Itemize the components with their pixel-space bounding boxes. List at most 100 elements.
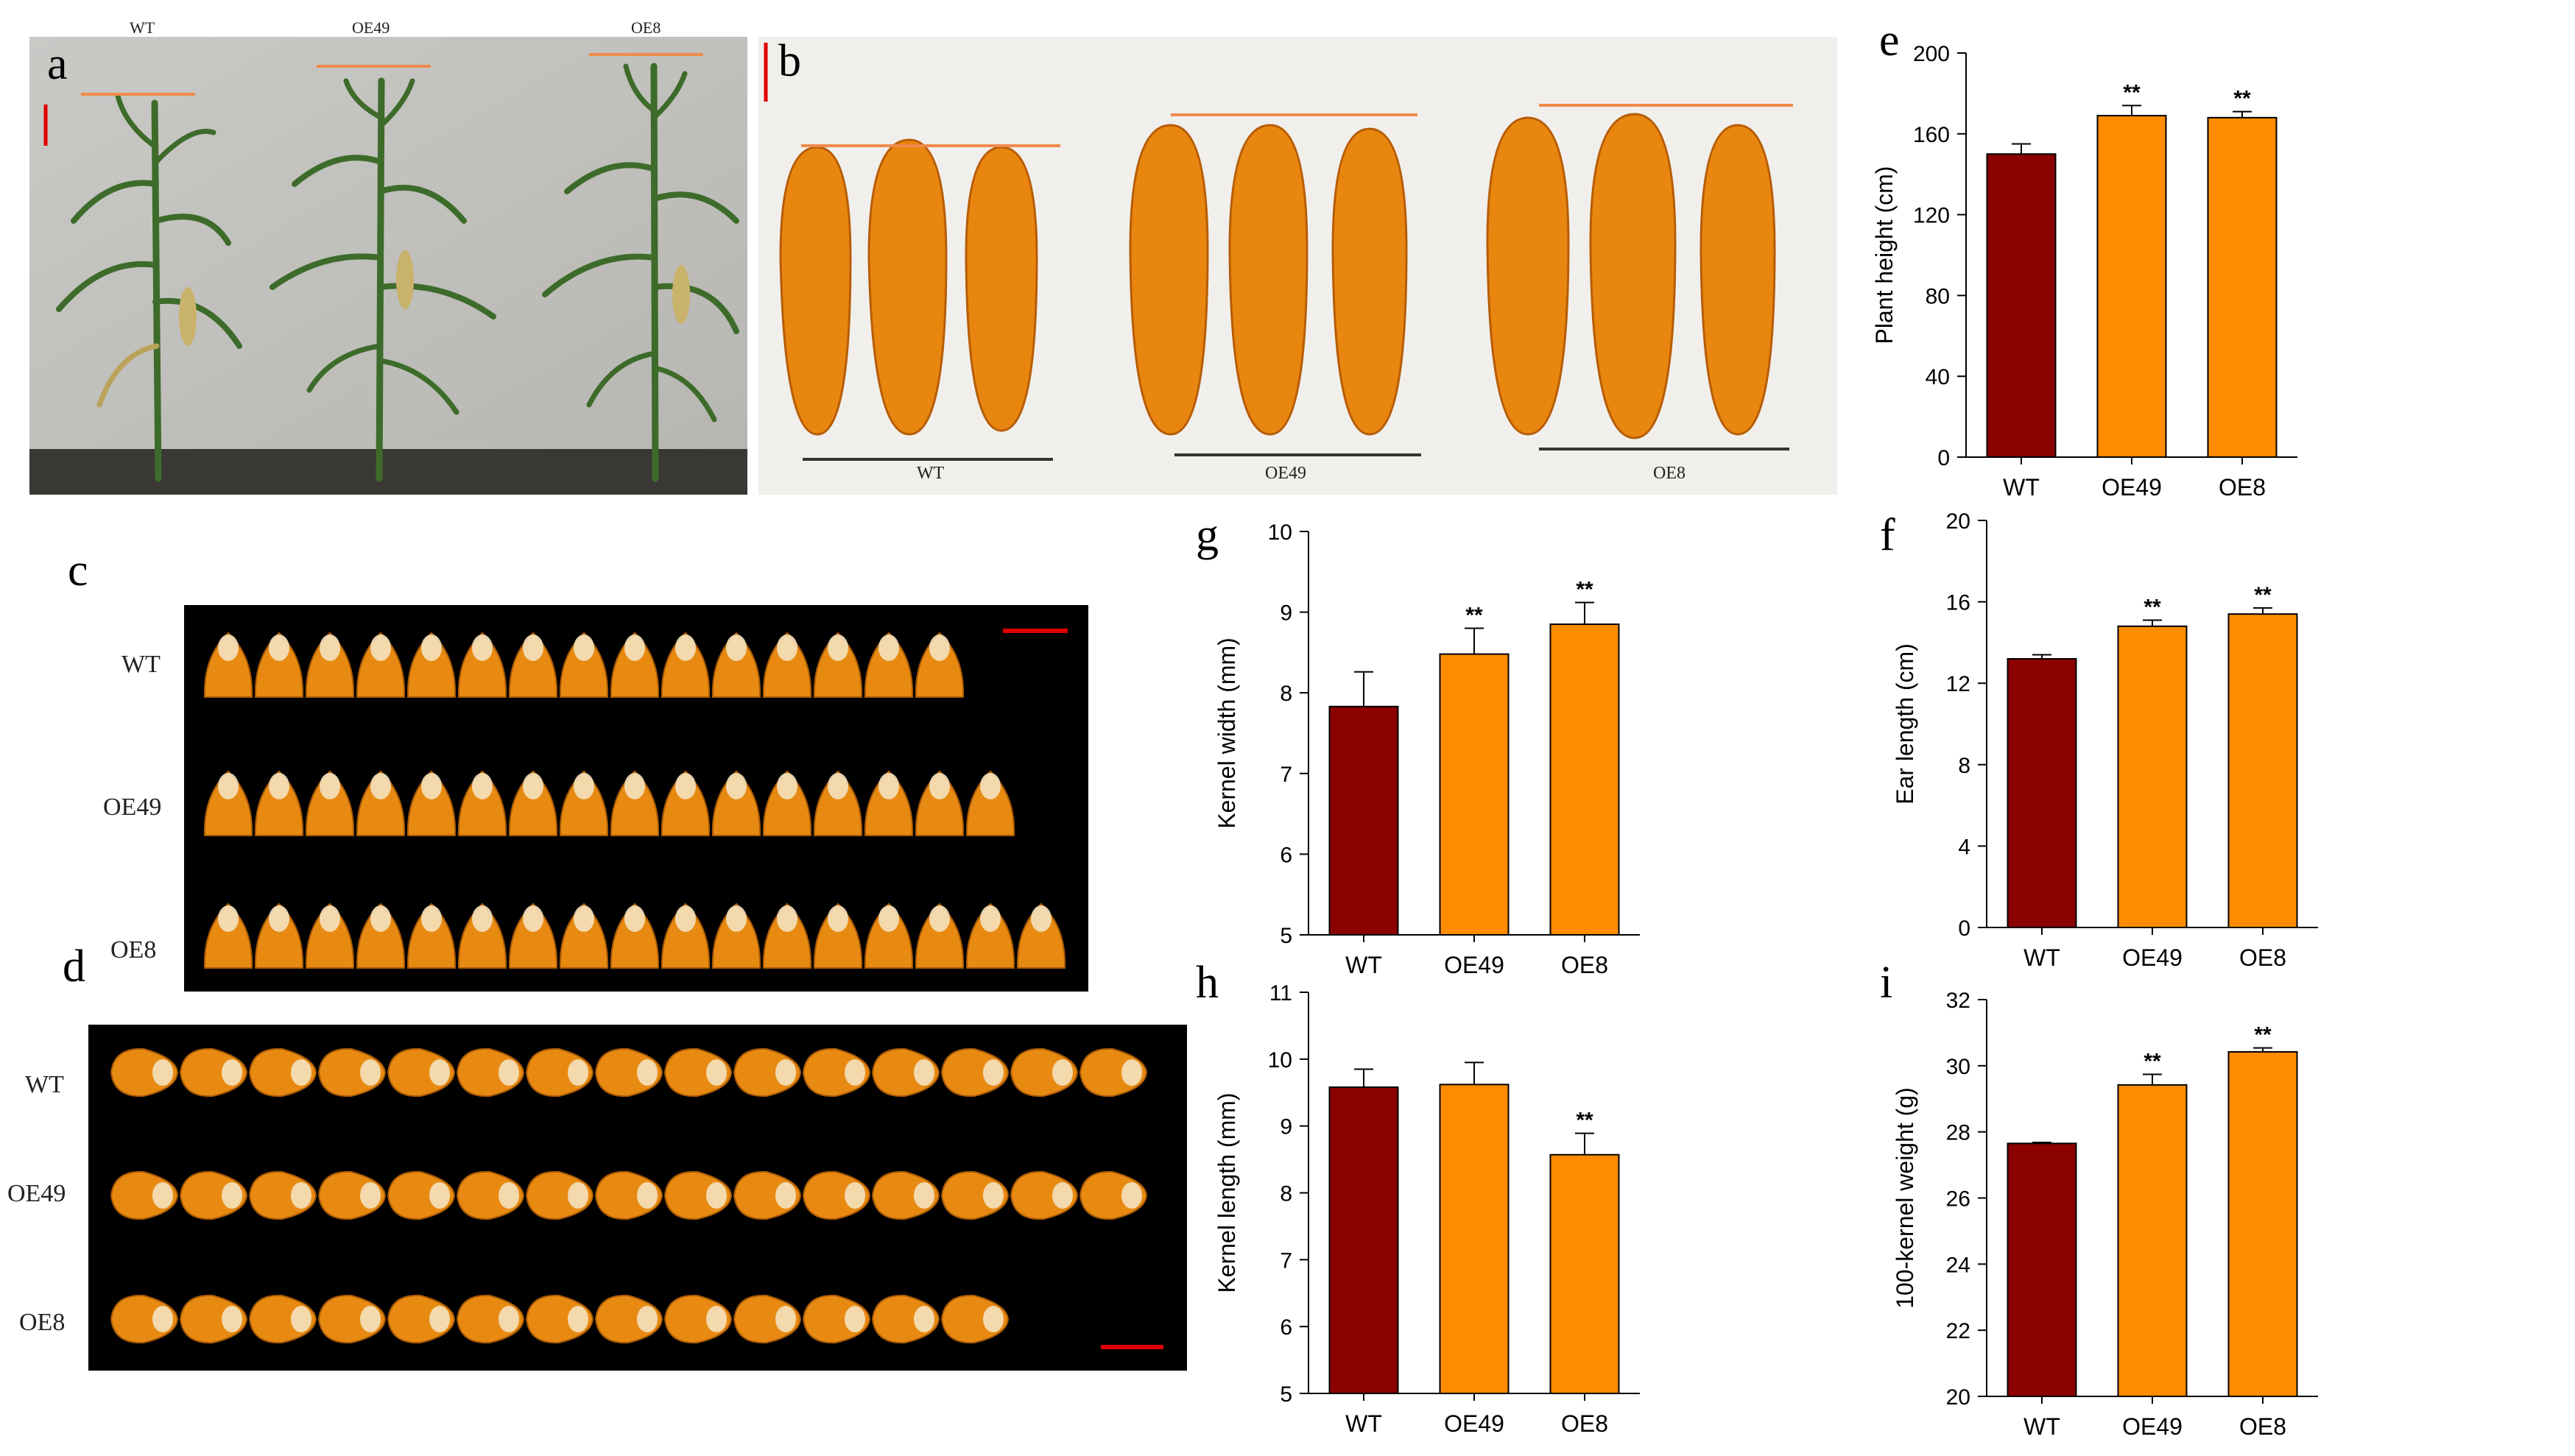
kernel-germ bbox=[675, 635, 696, 661]
kernel bbox=[762, 770, 812, 836]
kernel-germ bbox=[523, 635, 543, 661]
kernel-germ bbox=[983, 1306, 1004, 1332]
kernel bbox=[711, 632, 761, 698]
kernel bbox=[254, 770, 304, 836]
panel-letter-b: b bbox=[778, 36, 801, 86]
kernel bbox=[762, 902, 812, 969]
bar-oe49 bbox=[1439, 653, 1510, 936]
y-tick-label: 22 bbox=[1946, 1319, 1970, 1343]
kernel bbox=[254, 632, 304, 698]
kernel bbox=[356, 902, 406, 969]
kernels-side-photo bbox=[88, 1025, 1187, 1371]
x-tick-label: OE49 bbox=[2122, 1413, 2183, 1440]
kernel-germ bbox=[726, 635, 747, 661]
kernel-germ bbox=[828, 635, 848, 661]
plant-oe8 bbox=[542, 63, 739, 482]
y-axis-label: Kernel length (mm) bbox=[1213, 1092, 1240, 1293]
kernel-germ bbox=[675, 905, 696, 932]
kernel-germ bbox=[421, 905, 442, 932]
kernel bbox=[813, 902, 863, 969]
x-tick-label: OE8 bbox=[2239, 944, 2286, 971]
panel-letter-g: g bbox=[1196, 510, 1219, 560]
kernel bbox=[610, 632, 660, 698]
significance-mark: ** bbox=[2254, 583, 2272, 607]
kernel bbox=[813, 632, 863, 698]
significance-mark: ** bbox=[2144, 595, 2161, 619]
ears-oe49 bbox=[1129, 124, 1408, 436]
kernel bbox=[508, 770, 558, 836]
kernel-germ bbox=[152, 1059, 173, 1086]
kernel-germ bbox=[523, 905, 543, 932]
kernel-germ bbox=[624, 905, 645, 932]
y-tick-label: 30 bbox=[1946, 1055, 1970, 1079]
y-tick-label: 24 bbox=[1946, 1253, 1970, 1277]
kernel-germ bbox=[429, 1306, 450, 1332]
kernel bbox=[254, 902, 304, 969]
chart-g-plot: 5 6 7 8 9 10 Kernel width (mm) WT ** OE49 ** OE8 bbox=[1213, 520, 1640, 978]
kernel-germ bbox=[472, 773, 493, 799]
plant-label-wt: WT bbox=[130, 18, 155, 37]
kernel-germ bbox=[574, 773, 594, 799]
bar-oe49 bbox=[2096, 115, 2167, 458]
kernel-row-label-oe8: OE8 bbox=[110, 936, 157, 964]
side-row-label-oe8: OE8 bbox=[19, 1309, 66, 1336]
kernel-germ bbox=[777, 635, 797, 661]
kernel bbox=[508, 902, 558, 969]
x-tick-label: OE49 bbox=[2122, 944, 2183, 971]
kernel bbox=[203, 770, 253, 836]
kernel-germ bbox=[360, 1182, 381, 1209]
kernel bbox=[864, 632, 914, 698]
panel-letter-e: e bbox=[1879, 15, 1900, 66]
kernel-germ bbox=[845, 1182, 865, 1209]
kernel-germ bbox=[1052, 1182, 1073, 1209]
bar-wt bbox=[2007, 658, 2077, 929]
x-tick-label: OE8 bbox=[2239, 1413, 2286, 1440]
x-tick-label: WT bbox=[1345, 952, 1382, 978]
kernel-germ bbox=[1052, 1059, 1073, 1086]
kernel-row-label-wt: WT bbox=[121, 651, 161, 678]
kernel bbox=[915, 632, 965, 698]
kernel-germ bbox=[269, 905, 289, 932]
kernel-germ bbox=[777, 773, 797, 799]
y-tick-label: 5 bbox=[1280, 1382, 1292, 1407]
kernel-germ bbox=[370, 773, 391, 799]
y-axis-label: Ear length (cm) bbox=[1892, 643, 1918, 805]
kernel-germ bbox=[291, 1182, 311, 1209]
x-tick-label: WT bbox=[1345, 1410, 1382, 1437]
kernel bbox=[965, 770, 1015, 836]
kernel-germ bbox=[360, 1306, 381, 1332]
bar-wt bbox=[1328, 705, 1399, 936]
panel-b-ears-photo bbox=[758, 37, 1837, 495]
kernel-germ bbox=[637, 1182, 658, 1209]
kernel-germ bbox=[706, 1306, 727, 1332]
bar-oe49 bbox=[2117, 625, 2188, 928]
kernel bbox=[661, 770, 711, 836]
y-tick-label: 40 bbox=[1926, 365, 1950, 389]
kernel-germ bbox=[222, 1182, 242, 1209]
ear-label-oe8: OE8 bbox=[1653, 464, 1685, 483]
kernel-germ bbox=[320, 635, 340, 661]
kernel-germ bbox=[1121, 1182, 1142, 1209]
kernel bbox=[1016, 902, 1066, 969]
kernel bbox=[559, 770, 609, 836]
side-row-label-oe49: OE49 bbox=[7, 1180, 66, 1207]
y-tick-label: 32 bbox=[1946, 989, 1970, 1013]
side-row-label-wt: WT bbox=[25, 1071, 64, 1098]
kernel-germ bbox=[983, 1182, 1004, 1209]
ears-wt bbox=[779, 138, 1038, 436]
kernel-germ bbox=[320, 773, 340, 799]
bar-oe8 bbox=[1549, 623, 1620, 936]
kernel bbox=[661, 902, 711, 969]
chart-h: h 5 6 7 8 9 10 11 Kernel length (mm) WT OE49 ** OE8 bbox=[1186, 957, 1852, 1452]
chart-f-plot: 0 4 8 12 16 20 Ear length (cm) WT ** OE49 ** OE8 bbox=[1892, 509, 2318, 971]
significance-mark: ** bbox=[2144, 1050, 2161, 1074]
kernel-germ bbox=[726, 773, 747, 799]
kernel-germ bbox=[568, 1182, 588, 1209]
y-tick-label: 8 bbox=[1280, 682, 1292, 706]
plant-wt bbox=[56, 93, 242, 482]
kernel-germ bbox=[218, 773, 239, 799]
kernel-germ bbox=[360, 1059, 381, 1086]
y-tick-label: 200 bbox=[1913, 42, 1950, 66]
kernels-front-photo bbox=[184, 605, 1088, 992]
y-tick-label: 9 bbox=[1280, 1115, 1292, 1139]
